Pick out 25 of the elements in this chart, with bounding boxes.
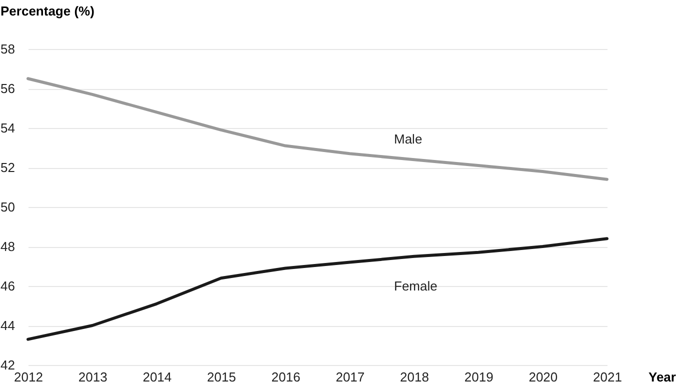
x-tick-label: 2020 — [528, 370, 558, 384]
x-tick-label: 2014 — [142, 370, 172, 384]
y-tick-label: 42 — [0, 358, 15, 372]
series-label: Female — [394, 278, 438, 294]
x-axis-title: Year — [648, 370, 676, 384]
x-tick-label: 2017 — [336, 370, 365, 384]
series-label: Male — [394, 132, 422, 147]
line-series — [26, 77, 608, 181]
x-tick-label: 2015 — [207, 370, 236, 384]
y-tick-label: 44 — [0, 318, 15, 333]
x-tick-label: 2021 — [593, 370, 622, 384]
x-tick-label: 2013 — [78, 370, 108, 384]
x-tick-label: 2018 — [400, 370, 429, 384]
y-tick-label: 50 — [0, 200, 15, 214]
y-tick-label: 56 — [0, 81, 15, 96]
y-tick-label: 48 — [0, 239, 15, 254]
x-tick-label: 2012 — [14, 370, 43, 384]
x-tick-label: 2019 — [464, 370, 494, 384]
y-axis-title: Percentage (%) — [0, 4, 94, 18]
y-tick-label: 46 — [0, 278, 15, 294]
y-tick-label: 54 — [0, 120, 15, 136]
line-series — [26, 237, 608, 341]
y-tick-label: 52 — [0, 160, 15, 175]
x-tick-label: 2016 — [271, 370, 300, 384]
y-tick-label: 58 — [0, 42, 15, 56]
